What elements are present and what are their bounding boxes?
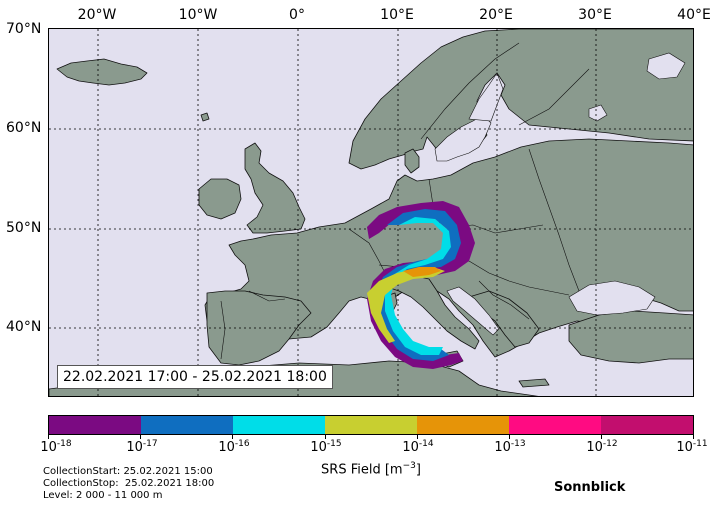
colorbar-tick-7 [601,435,602,439]
europe-map [49,29,693,396]
colorbar-label-4: 10-15 [310,436,341,456]
colorbar-label-base: 10 [40,440,57,455]
colorbar-title-exponent: −3 [402,461,416,471]
land-italy [386,274,480,350]
gulf-of-bothnia [468,72,504,122]
colorbar-label-3: 10-16 [218,436,249,456]
colorbar-label-base: 10 [218,440,235,455]
plume-band-cyan [385,217,451,355]
land-scandinavia [348,29,693,170]
lat-label-50n: 50°N [6,220,42,236]
colorbar-label-exp: -12 [602,439,618,449]
colorbar-label-exp: -11 [692,439,708,449]
land-faroe [200,112,210,122]
land-denmark [404,148,420,174]
colorbar-label-7: 10-12 [586,436,617,456]
border-east-2 [468,260,570,296]
colorbar-label-2: 10-17 [126,436,157,456]
colorbar-label-5: 10-14 [402,436,433,456]
colorbar-label-exp: -15 [326,439,342,449]
inland-waters [434,52,686,336]
colorbar-title: SRS Field [m−3] [321,461,421,477]
plume-band-yellow [367,267,445,343]
adriatic-sea [446,286,500,336]
plume-band-blue [377,209,461,361]
colorbar-tick-3 [232,435,233,439]
colorbar-label-6: 10-13 [494,436,525,456]
colorbar-label-base: 10 [402,440,419,455]
colorbar [48,415,694,435]
lon-label-10e: 10°E [380,7,414,23]
colorbar-label-8: 10-11 [676,436,707,456]
land-ireland [198,178,242,220]
border-portugal [220,300,226,360]
white-sea [646,52,686,80]
colorbar-tick-1 [48,435,49,439]
lon-label-40e: 40°E [677,7,711,23]
lon-label-10w: 10°W [178,7,218,23]
plume-band-orange [403,267,441,277]
collection-stop: CollectionStop: 25.02.2021 18:00 [43,478,215,489]
colorbar-segment-1 [49,416,141,434]
colorbar-label-base: 10 [676,440,693,455]
border-scandinavia [420,42,520,140]
colorbar-segment-6 [509,416,601,434]
colorbar-label-exp: -18 [56,439,72,449]
map-panel[interactable] [48,28,694,397]
border-france-germany [348,228,388,278]
land-iceland [56,58,148,86]
colorbar-segment-2 [141,416,233,434]
colorbar-label-base: 10 [310,440,327,455]
colorbar-label-exp: -16 [234,439,250,449]
colorbar-title-close: ] [415,462,421,478]
srs-plume [367,201,475,369]
collection-start: CollectionStart: 25.02.2021 15:00 [43,466,213,477]
colorbar-label-base: 10 [494,440,511,455]
colorbar-title-text: SRS Field [m [321,462,403,478]
land-turkey [568,310,693,364]
lake-ladoga [588,104,608,122]
border-east-1 [528,148,580,292]
colorbar-tick-5 [417,435,418,439]
colorbar-label-exp: -13 [510,439,526,449]
land-crete [518,378,550,388]
colorbar-tick-2 [140,435,141,439]
colorbar-label-base: 10 [126,440,143,455]
lon-label-0: 0° [289,7,305,23]
colorbar-segment-5 [417,416,509,434]
lat-label-40n: 40°N [6,319,42,335]
colorbar-label-base: 10 [586,440,603,455]
lon-label-20e: 20°E [479,7,513,23]
level-range: Level: 2 000 - 11 000 m [43,490,163,501]
border-balkans [478,280,530,320]
colorbar-segment-3 [233,416,325,434]
colorbar-tick-4 [325,435,326,439]
lat-label-70n: 70°N [6,21,42,37]
black-sea [568,280,656,316]
border-finland-russia [518,68,590,126]
border-iberia [248,290,286,302]
collection-metadata: CollectionStart: 25.02.2021 15:00 Collec… [43,466,214,502]
colorbar-segment-7 [601,416,693,434]
graticule [49,29,693,396]
colorbar-tick-6 [509,435,510,439]
colorbar-label-exp: -14 [418,439,434,449]
colorbar-label-exp: -17 [142,439,158,449]
lat-label-60n: 60°N [6,120,42,136]
date-range-label: 22.02.2021 17:00 - 25.02.2021 18:00 [57,365,333,389]
station-name: Sonnblick [554,480,626,495]
baltic-sea [434,114,492,162]
lon-label-20w: 20°W [77,7,117,23]
plume-band-purple [367,201,475,369]
lon-label-30e: 30°E [578,7,612,23]
colorbar-label-1: 10-18 [40,436,71,456]
land-great-britain [244,142,306,234]
colorbar-segment-4 [325,416,417,434]
colorbar-tick-8 [693,435,694,439]
